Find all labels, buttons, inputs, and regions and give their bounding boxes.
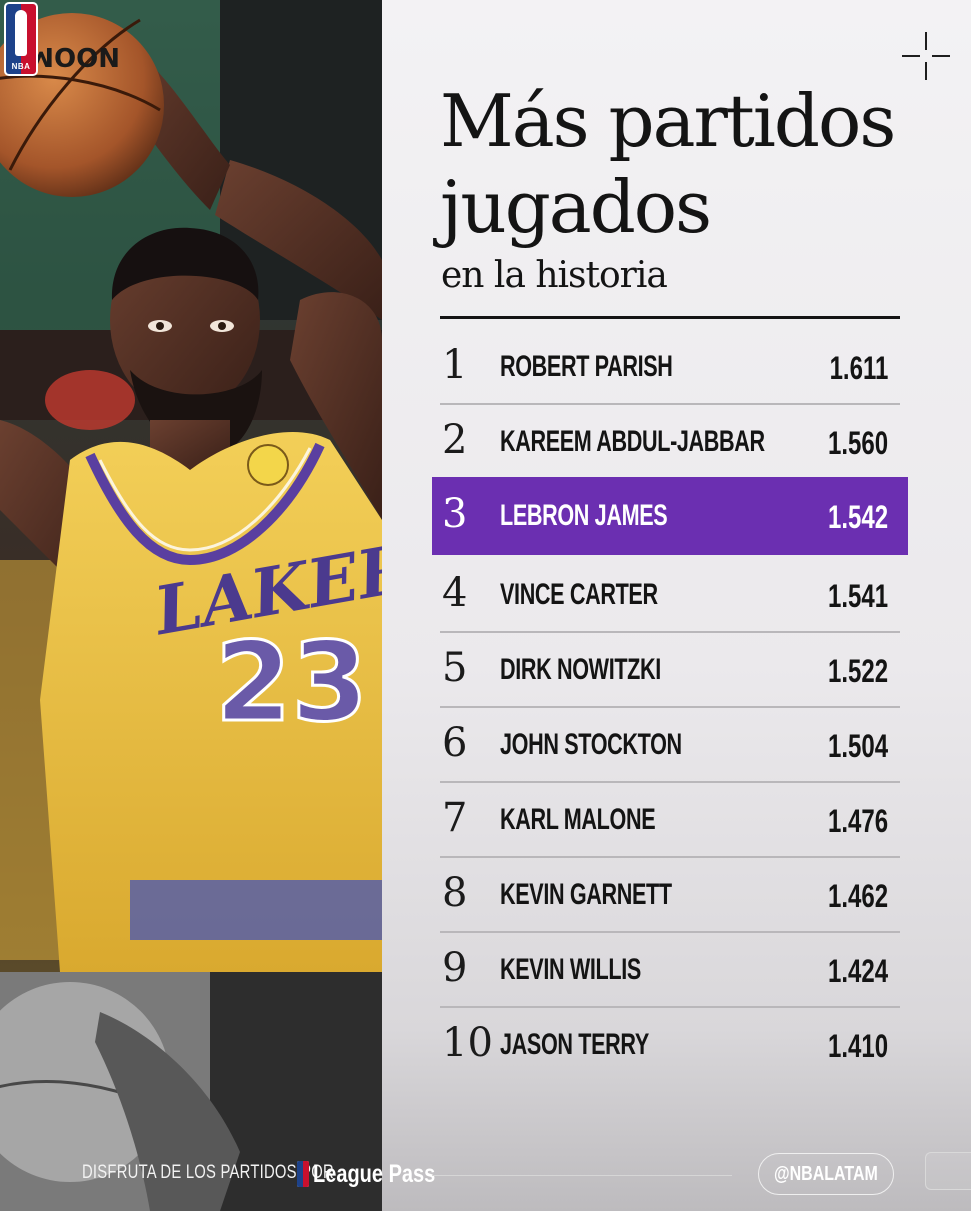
ranking-row: 6 JOHN STOCKTON 1.504 [432,708,908,783]
row-divider [440,1006,900,1008]
page-title: Más partidos jugados [440,78,940,250]
player-name: DIRK NOWITZKI [500,653,661,686]
social-handle-text: @NBALATAM [774,1162,878,1185]
page-subtitle: en la historia [441,255,668,296]
footer-divider [432,1175,732,1176]
games-played: 1.476 [827,803,888,839]
games-played: 1.541 [827,578,888,614]
games-played: 1.560 [827,425,888,461]
rank-number: 4 [442,570,468,616]
ranking-row: 4 VINCE CARTER 1.541 [432,558,908,633]
ranking-row: 7 KARL MALONE 1.476 [432,783,908,858]
games-played: 1.504 [827,728,888,764]
row-divider [440,706,900,708]
player-name: ROBERT PARISH [500,350,673,383]
player-photo: NOOM LAKERS 23 NBA [0,0,382,972]
title-line-1: Más partidos [440,79,896,163]
player-name: JASON TERRY [500,1028,649,1061]
title-divider [440,316,900,319]
league-pass-text: League Pass [313,1159,436,1188]
rank-number: 2 [442,417,468,463]
ranking-row-highlighted: 3 LEBRON JAMES 1.542 [432,477,908,555]
rank-number: 6 [442,720,468,766]
games-played: 1.522 [827,653,888,689]
games-played: 1.424 [827,953,888,989]
league-pass-link[interactable]: League Pass [297,1159,466,1189]
ranking-row: 5 DIRK NOWITZKI 1.522 [432,633,908,708]
row-divider [440,856,900,858]
player-name: KEVIN GARNETT [500,878,672,911]
player-name: JOHN STOCKTON [500,728,682,761]
ranking-row: 8 KEVIN GARNETT 1.462 [432,858,908,933]
bottom-photo [0,972,382,1211]
ranking-row: 2 KAREEM ABDUL-JABBAR 1.560 [432,405,908,480]
rank-number: 10 [442,1020,493,1066]
nba-logo-text: NBA [11,62,31,71]
rank-number: 3 [442,491,468,537]
title-line-2: jugados [440,165,712,249]
player-name: LEBRON JAMES [500,499,668,532]
player-name: VINCE CARTER [500,578,658,611]
nba-logo-icon: NBA [4,2,38,76]
games-played: 1.611 [829,350,888,386]
row-divider [440,631,900,633]
bottom-ball-illustration [0,972,382,1211]
social-handle-badge[interactable]: @NBALATAM [758,1153,894,1195]
player-illustration: NOOM LAKERS 23 [0,0,382,972]
games-played: 1.462 [827,878,888,914]
player-name: KARL MALONE [500,803,656,836]
rank-number: 9 [442,945,468,991]
ranking-row: 1 ROBERT PARISH 1.611 [432,330,908,405]
rank-number: 1 [442,342,468,388]
rank-number: 7 [442,795,468,841]
ranking-row: 9 KEVIN WILLIS 1.424 [432,933,908,1008]
rank-number: 5 [442,645,468,691]
ranking-row: 10 JASON TERRY 1.410 [432,1008,908,1083]
crosshair-icon [902,32,950,80]
player-name: KEVIN WILLIS [500,953,641,986]
ranking-list: 1 ROBERT PARISH 1.611 2 KAREEM ABDUL-JAB… [432,330,908,1083]
rank-number: 8 [442,870,468,916]
row-divider [440,781,900,783]
footer-cta: DISFRUTA DE LOS PARTIDOS POR [82,1162,334,1183]
corner-badge [925,1152,971,1190]
ball-brand-text: NOOM [28,41,120,71]
jersey-number-text: 23 [215,618,368,746]
player-name: KAREEM ABDUL-JABBAR [500,425,765,458]
row-divider [440,403,900,405]
games-played: 1.410 [827,1028,888,1064]
league-pass-logo-icon [297,1161,309,1187]
games-played: 1.542 [827,499,888,535]
row-divider [440,931,900,933]
